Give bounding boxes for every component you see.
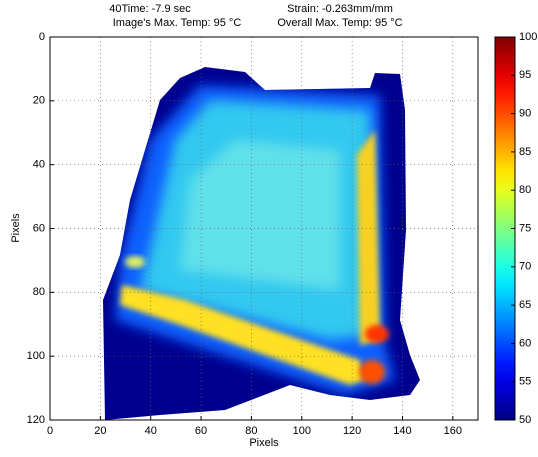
- x-tick-label: 120: [343, 425, 361, 437]
- title-line: 40Time: -7.9 sec: [109, 3, 191, 15]
- thermal-image: [103, 67, 420, 420]
- hot-spot: [359, 360, 385, 384]
- x-tick-label: 140: [393, 425, 411, 437]
- hot-spot: [365, 325, 389, 343]
- y-tick-label: 120: [27, 414, 45, 426]
- colorbar-tick-label: 80: [519, 184, 531, 196]
- center: [180, 140, 340, 290]
- x-tick-label: 0: [47, 425, 53, 437]
- hot-spot: [125, 256, 145, 268]
- x-tick-label: 80: [245, 425, 257, 437]
- colorbar-tick-label: 95: [519, 69, 531, 81]
- title-line: Strain: -0.263mm/mm: [287, 3, 393, 15]
- hot-edge: [357, 130, 380, 345]
- colorbar-tick-label: 55: [519, 376, 531, 388]
- x-tick-label: 60: [195, 425, 207, 437]
- y-tick-label: 40: [33, 159, 45, 171]
- x-tick-label: 20: [94, 425, 106, 437]
- x-tick-label: 40: [145, 425, 157, 437]
- x-tick-label: 160: [444, 425, 462, 437]
- plot-frame: [49, 36, 479, 421]
- title-line: Overall Max. Temp: 95 °C: [277, 17, 402, 29]
- x-axis-label: Pixels: [249, 437, 279, 449]
- y-tick-label: 0: [39, 31, 45, 43]
- title-line: Image's Max. Temp: 95 °C: [113, 17, 242, 29]
- colorbar-tick-label: 90: [519, 108, 531, 120]
- y-axis-label: Pixels: [10, 213, 22, 243]
- y-tick-label: 80: [33, 286, 45, 298]
- y-tick-label: 100: [27, 350, 45, 362]
- x-tick-label: 100: [293, 425, 311, 437]
- hot-bar: [120, 285, 365, 385]
- colorbar-tick-label: 50: [519, 414, 531, 426]
- y-tick-label: 60: [33, 222, 45, 234]
- y-tick-label: 20: [33, 95, 45, 107]
- colorbar-tick-label: 75: [519, 222, 531, 234]
- colorbar-tick-label: 65: [519, 299, 531, 311]
- colorbar-tick-label: 70: [519, 261, 531, 273]
- colorbar-tick-label: 85: [519, 146, 531, 158]
- colorbar-tick-label: 100: [519, 31, 537, 43]
- colorbar-tick-label: 60: [519, 337, 531, 349]
